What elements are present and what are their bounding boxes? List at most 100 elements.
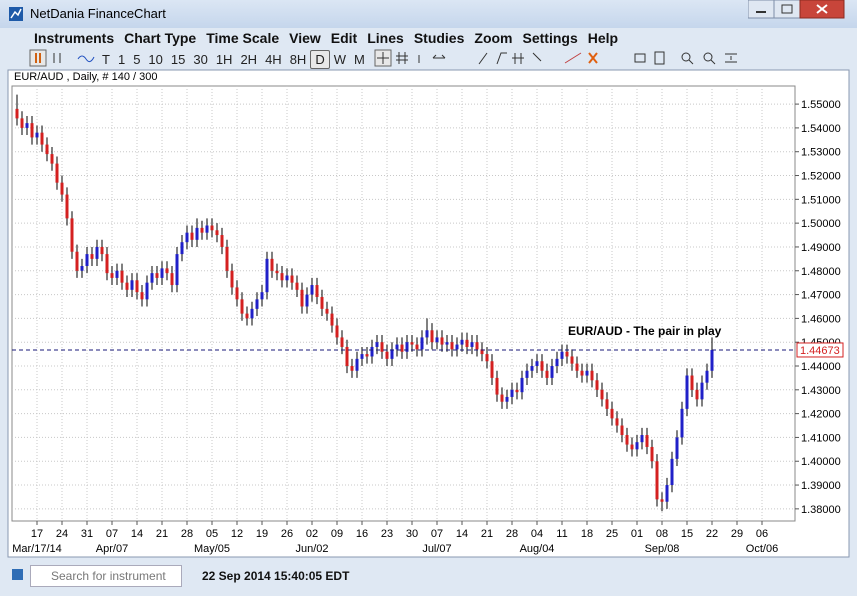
status-bar: Search for instrument 22 Sep 2014 15:40:…: [0, 560, 857, 590]
window-title: NetDania FinanceChart: [30, 6, 166, 21]
timestamp: 22 Sep 2014 15:40:05 EDT: [202, 569, 350, 583]
candle-body: [205, 225, 209, 233]
candle-body: [100, 246, 104, 255]
candle-body: [390, 349, 394, 359]
menu-item[interactable]: Edit: [330, 30, 358, 46]
candle-body: [645, 435, 649, 447]
candle-body: [190, 232, 194, 240]
candle-body: [560, 351, 564, 359]
candle-body: [70, 218, 74, 252]
candle-body: [225, 246, 229, 271]
menu-item[interactable]: Time Scale: [206, 30, 280, 46]
candle-body: [385, 351, 389, 359]
candle-body: [355, 358, 359, 371]
y-tick-label: 1.44000: [801, 361, 841, 373]
menu-item[interactable]: Help: [587, 30, 619, 46]
candle-body: [150, 273, 154, 283]
search-box[interactable]: Search for instrument: [30, 565, 182, 587]
candle-body: [470, 342, 474, 347]
y-tick-label: 1.47000: [801, 290, 841, 302]
candle-body: [465, 339, 469, 347]
candle-body: [325, 308, 329, 314]
period-button[interactable]: 1H: [215, 51, 233, 67]
candle-body: [130, 280, 134, 290]
maximize-button[interactable]: [773, 0, 801, 19]
candle-body: [260, 292, 264, 300]
period-button[interactable]: T: [102, 51, 110, 67]
candle-body: [110, 273, 114, 278]
period-button[interactable]: 2H: [240, 51, 258, 67]
x-tick-label: 09: [331, 528, 343, 540]
candle-body: [160, 268, 164, 278]
period-button[interactable]: 30: [193, 51, 208, 67]
period-button[interactable]: 1: [117, 51, 126, 67]
menu-item[interactable]: Chart Type: [124, 30, 197, 46]
period-button[interactable]: 4H: [265, 51, 282, 67]
x-tick-label: 16: [356, 528, 368, 540]
candle-body: [580, 370, 584, 376]
candle-body: [435, 337, 439, 343]
candle-body: [545, 370, 549, 378]
period-button[interactable]: D: [310, 49, 330, 69]
candle-body: [145, 282, 149, 300]
candle-body: [455, 344, 459, 350]
candle-body: [255, 299, 259, 309]
last-price-label: 1.44673: [800, 345, 840, 357]
title-bar: NetDania FinanceChart: [0, 0, 857, 28]
drawing-tools[interactable]: [369, 49, 839, 70]
menu-item[interactable]: Lines: [367, 30, 404, 46]
y-tick-label: 1.39000: [801, 480, 841, 492]
menu-item[interactable]: View: [289, 30, 321, 46]
x-tick-label: 04: [531, 528, 543, 540]
candle-body: [285, 275, 289, 281]
candle-body: [230, 270, 234, 288]
candle-body: [35, 132, 39, 138]
period-button[interactable]: 15: [170, 51, 186, 67]
last-price-box: [796, 342, 844, 358]
candle-body: [55, 163, 59, 183]
period-button[interactable]: 8H: [289, 51, 307, 67]
candle-body: [195, 227, 199, 240]
period-button[interactable]: 5: [133, 51, 141, 67]
x-tick-label: 28: [506, 528, 518, 540]
candle-body: [685, 375, 689, 409]
y-tick-label: 1.41000: [801, 432, 841, 444]
candle-body: [25, 123, 29, 128]
candle-body: [510, 389, 514, 397]
candle-body: [710, 349, 714, 371]
candle-body: [480, 349, 484, 355]
candle-body: [185, 232, 189, 243]
minimize-button[interactable]: [748, 0, 775, 19]
chart-panel: [7, 69, 850, 558]
app-icon: [9, 7, 23, 21]
candle-body: [235, 287, 239, 300]
menu-item[interactable]: Zoom: [474, 30, 513, 46]
x-tick-label: 02: [306, 528, 318, 540]
menu-item[interactable]: Studies: [413, 30, 465, 46]
toolbar-icons[interactable]: [8, 49, 98, 67]
candle-body: [105, 254, 109, 274]
candle-body: [270, 258, 274, 271]
candle-body: [660, 499, 664, 502]
toolbar-icons[interactable]: [8, 49, 98, 70]
x-tick-label: 05: [206, 528, 218, 540]
candle-body: [680, 408, 684, 438]
candle-body: [90, 254, 94, 259]
candle-body: [360, 354, 364, 359]
month-label: Sep/08: [645, 543, 680, 555]
candle-body: [155, 273, 159, 278]
menu-item[interactable]: Settings: [522, 30, 578, 46]
candle-body: [175, 254, 179, 286]
period-button[interactable]: 10: [148, 51, 163, 67]
window-controls[interactable]: [748, 0, 848, 20]
menu-item[interactable]: Instruments: [34, 30, 115, 46]
candle-body: [20, 118, 24, 128]
candle-body: [370, 346, 374, 357]
period-button[interactable]: M: [354, 51, 365, 67]
candle-body: [315, 285, 319, 297]
period-button[interactable]: W: [333, 51, 346, 67]
status-icon: [12, 569, 23, 580]
candle-body: [275, 270, 279, 274]
candle-body: [365, 354, 369, 357]
